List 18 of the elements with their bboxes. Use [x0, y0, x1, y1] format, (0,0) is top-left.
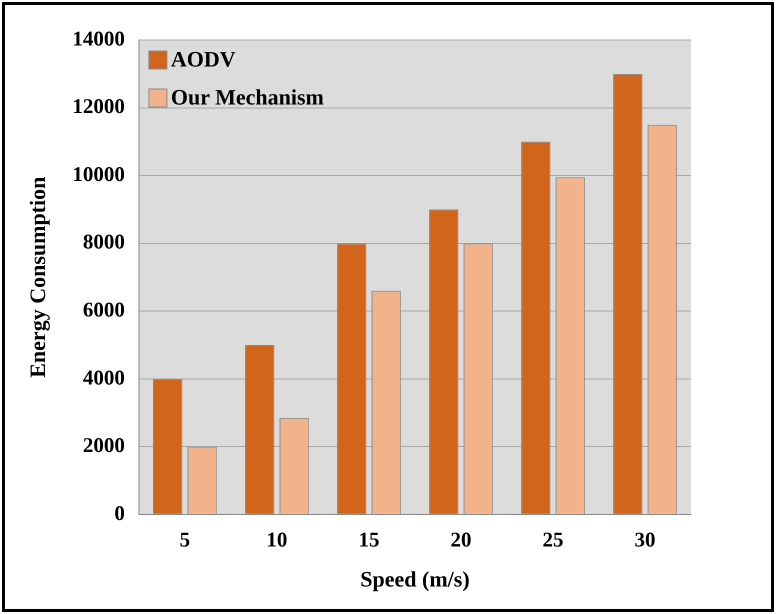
x-tick-label: 30	[634, 527, 656, 552]
y-tick-label: 12000	[72, 94, 125, 118]
y-tick-label: 4000	[82, 365, 125, 390]
legend-label: AODV	[170, 46, 236, 72]
x-tick-label: 25	[542, 527, 564, 552]
y-tick-label: 2000	[82, 433, 125, 458]
x-tick-label: 10	[266, 527, 288, 552]
x-axis-title: Speed (m/s)	[360, 566, 470, 592]
y-tick-label: 14000	[72, 26, 125, 50]
y-axis-title: Energy Consumption	[24, 176, 50, 378]
x-tick-label: 5	[180, 527, 190, 552]
y-tick-label: 0	[114, 500, 125, 525]
legend-label: Our Mechanism	[170, 84, 324, 110]
y-tick-label: 8000	[82, 230, 125, 254]
y-tick-label: 6000	[82, 298, 125, 322]
x-tick-label: 20	[450, 527, 472, 552]
x-tick-label: 15	[358, 527, 380, 552]
y-tick-label: 10000	[72, 162, 125, 186]
